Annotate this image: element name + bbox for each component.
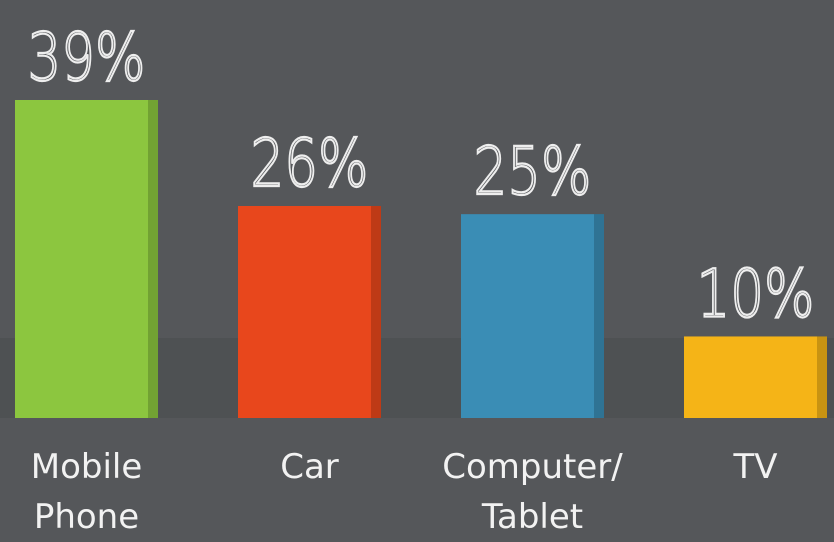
category-label: Car xyxy=(200,442,420,492)
bar xyxy=(684,336,827,418)
category-label: Computer/ Tablet xyxy=(423,442,643,542)
bar xyxy=(15,100,158,418)
category-label: Mobile Phone xyxy=(0,442,197,542)
bar-side xyxy=(594,214,604,418)
bar xyxy=(461,214,604,418)
value-label: 25% xyxy=(474,133,592,210)
value-label: 26% xyxy=(251,125,369,202)
bar xyxy=(238,206,381,418)
category-label: TV xyxy=(646,442,834,492)
bar-side xyxy=(371,206,381,418)
value-label: 39% xyxy=(28,19,146,96)
bar-side xyxy=(148,100,158,418)
value-label: 10% xyxy=(697,255,815,332)
bar-side xyxy=(817,336,827,418)
